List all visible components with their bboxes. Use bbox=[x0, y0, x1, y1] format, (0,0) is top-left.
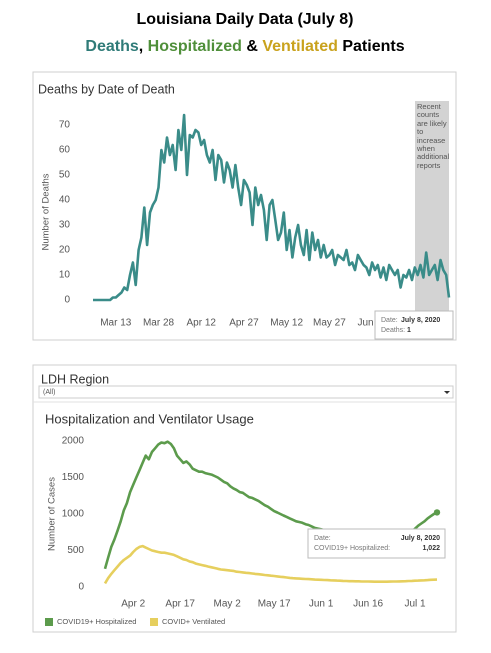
y-tick-label: 1000 bbox=[62, 509, 85, 520]
page-subtitle: Deaths, Hospitalized & Ventilated Patien… bbox=[85, 38, 404, 55]
subtitle-part: Hospitalized bbox=[148, 38, 242, 55]
y-axis-title: Number of Deaths bbox=[41, 173, 52, 250]
dropdown[interactable] bbox=[38, 385, 454, 399]
page-title: Louisiana Daily Data (July 8) bbox=[137, 11, 354, 28]
annotation: Recent counts are likely to increase whe… bbox=[417, 103, 449, 170]
filter-label: LDH Region bbox=[41, 372, 109, 386]
tooltip-value: July 8, 2020 bbox=[401, 317, 440, 324]
subtitle-part: Deaths bbox=[85, 38, 138, 55]
y-tick-label: 30 bbox=[59, 220, 71, 231]
y-tick-label: 50 bbox=[59, 170, 71, 181]
x-tick-label: Mar 28 bbox=[143, 318, 175, 329]
x-tick-label: May 17 bbox=[258, 599, 291, 610]
dropdown-arrow[interactable] bbox=[444, 391, 450, 394]
subtitle-part: & bbox=[242, 38, 262, 55]
chart-title: Deaths by Date of Death bbox=[38, 82, 175, 96]
filter-value[interactable]: (All) bbox=[43, 389, 55, 396]
x-tick-label: Apr 2 bbox=[121, 599, 145, 610]
x-tick-label: Mar 13 bbox=[100, 318, 132, 329]
tooltip-key: Date: bbox=[381, 317, 398, 324]
tooltip-value: 1 bbox=[407, 327, 411, 334]
tooltip-key: Deaths: bbox=[381, 327, 405, 334]
x-tick-label: Apr 12 bbox=[186, 318, 216, 329]
x-tick-label: Jun 16 bbox=[353, 599, 383, 610]
y-tick-label: 1500 bbox=[62, 472, 85, 483]
y-tick-label: 40 bbox=[59, 195, 71, 206]
subtitle-part: , bbox=[139, 38, 148, 55]
tooltip-value: 1,022 bbox=[422, 545, 440, 552]
data-line bbox=[93, 113, 451, 302]
legend-swatch bbox=[45, 618, 53, 626]
x-tick-label: May 12 bbox=[270, 318, 303, 329]
y-tick-label: 500 bbox=[67, 545, 84, 556]
legend-label: COVID19+ Hospitalized bbox=[57, 617, 136, 626]
chart-title: Hospitalization and Ventilator Usage bbox=[45, 411, 254, 426]
highlight-point bbox=[433, 509, 441, 516]
shaded-region bbox=[415, 101, 449, 312]
panel bbox=[32, 364, 457, 633]
y-tick-label: 10 bbox=[59, 270, 71, 281]
tooltip bbox=[307, 528, 446, 559]
y-tick-label: 60 bbox=[59, 145, 71, 156]
x-tick-label: Apr 17 bbox=[165, 599, 195, 610]
legend-label: COVID+ Ventilated bbox=[162, 617, 225, 626]
y-tick-label: 0 bbox=[78, 582, 84, 593]
y-tick-label: 2000 bbox=[62, 436, 85, 447]
x-tick-label: Jun 11 bbox=[357, 318, 387, 329]
x-tick-label: May 2 bbox=[214, 599, 242, 610]
tooltip-key: COVID19+ Hospitalized: bbox=[314, 545, 390, 552]
subtitle-part: Patients bbox=[338, 38, 405, 55]
data-line bbox=[103, 544, 438, 585]
panel bbox=[32, 71, 457, 341]
x-tick-label: Jul 1 bbox=[405, 599, 427, 610]
x-tick-label: Jun 1 bbox=[309, 599, 334, 610]
x-tick-label: May 27 bbox=[313, 318, 346, 329]
legend-swatch bbox=[150, 618, 158, 626]
x-tick-label: Apr 27 bbox=[229, 318, 259, 329]
subtitle-part: Ventilated bbox=[262, 38, 338, 55]
y-tick-label: 0 bbox=[64, 295, 70, 306]
y-tick-label: 70 bbox=[59, 120, 71, 131]
tooltip bbox=[374, 310, 454, 340]
y-tick-label: 20 bbox=[59, 245, 71, 256]
y-axis-title: Number of Cases bbox=[47, 477, 58, 551]
tooltip-key: Date: bbox=[314, 535, 331, 542]
tooltip-value: July 8, 2020 bbox=[401, 535, 440, 542]
